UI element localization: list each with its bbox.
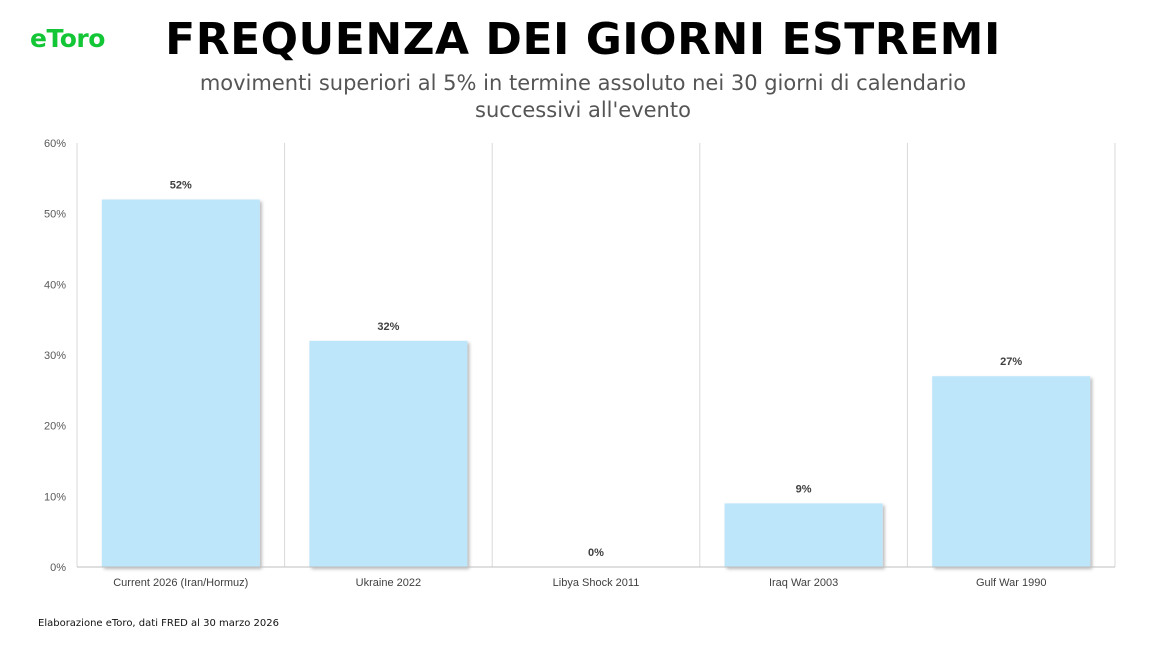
subtitle-line-2: successivi all'evento: [475, 98, 691, 122]
y-tick-label: 0%: [50, 562, 66, 574]
y-tick-label: 20%: [44, 421, 66, 433]
subtitle-line-1: movimenti superiori al 5% in termine ass…: [199, 71, 967, 95]
bar-1: [101, 199, 260, 568]
grid-lines: [76, 143, 1116, 567]
value-labels: 52% 32% 0% 9% 27%: [170, 180, 1023, 559]
category-label: Gulf War 1990: [976, 577, 1047, 589]
y-tick-label: 40%: [44, 279, 66, 291]
chart-title: FREQUENZA DEI GIORNI ESTREMI: [165, 14, 1001, 65]
value-label: 32%: [377, 321, 399, 333]
y-tick-label: 30%: [44, 350, 66, 362]
value-label: 9%: [796, 483, 812, 495]
value-label: 0%: [588, 547, 604, 559]
bar-2: [309, 340, 468, 567]
y-tick-label: 60%: [44, 138, 66, 150]
chart-subtitle: movimenti superiori al 5% in termine ass…: [0, 70, 1158, 124]
etoro-logo: eToro: [30, 24, 105, 53]
category-label: Iraq War 2003: [769, 577, 838, 589]
value-label: 27%: [1000, 356, 1022, 368]
y-tick-label: 50%: [44, 209, 66, 221]
source-footnote: Elaborazione eToro, dati FRED al 30 marz…: [38, 618, 280, 629]
bar-5: [932, 376, 1091, 567]
value-label: 52%: [170, 180, 192, 192]
y-tick-label: 10%: [44, 491, 66, 503]
bars: [101, 199, 1091, 568]
category-label: Libya Shock 2011: [553, 577, 640, 589]
bar-4: [724, 503, 883, 567]
category-label: Current 2026 (Iran/Hormuz): [113, 577, 248, 589]
y-axis: 0% 10% 20% 30% 40% 50% 60%: [44, 138, 66, 574]
x-axis: Current 2026 (Iran/Hormuz) Ukraine 2022 Li…: [77, 566, 1115, 589]
category-label: Ukraine 2022: [356, 577, 421, 589]
